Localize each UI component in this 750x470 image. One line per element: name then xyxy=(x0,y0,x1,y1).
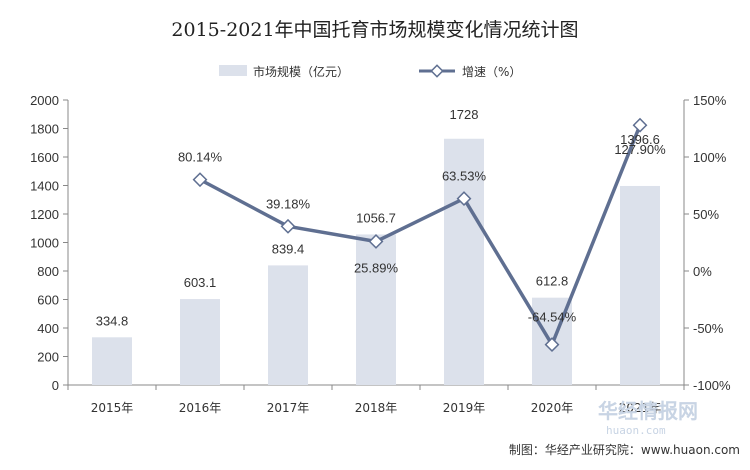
y-right-tick-label: -50% xyxy=(693,321,724,336)
y-left-tick-label: 600 xyxy=(37,293,59,308)
y-left-tick-label: 800 xyxy=(37,264,59,279)
legend-bar-swatch xyxy=(219,65,247,76)
y-left-tick-label: 1000 xyxy=(30,236,59,251)
watermark: 华经情报网 huaon.com xyxy=(598,399,698,437)
legend-line-label: 增速（%） xyxy=(462,65,521,79)
growth-line xyxy=(199,124,642,347)
y-right-tick-label: -100% xyxy=(693,378,731,393)
growth-point xyxy=(280,218,296,234)
growth-point xyxy=(456,191,472,207)
growth-data-label: -64.54% xyxy=(528,310,577,325)
legend-bar-label: 市场规模（亿元） xyxy=(253,64,349,79)
bar-data-label: 1396.6 xyxy=(620,132,660,147)
y-left-tick-label: 1200 xyxy=(30,207,59,222)
legend-line-marker xyxy=(430,64,444,78)
y-left-tick-label: 1600 xyxy=(30,150,59,165)
y-left-tick-label: 400 xyxy=(37,321,59,336)
bar xyxy=(92,337,132,385)
bar-data-label: 603.1 xyxy=(184,275,217,290)
bar xyxy=(356,234,396,385)
y-right-tick-label: 100% xyxy=(693,150,727,165)
bar-data-label: 1056.7 xyxy=(356,210,396,225)
y-left-tick-label: 200 xyxy=(37,350,59,365)
x-tick-label: 2021年 xyxy=(619,401,662,415)
growth-data-label: 127.90% xyxy=(614,142,666,157)
bar xyxy=(444,138,484,385)
x-tick-label: 2019年 xyxy=(443,401,486,415)
growth-data-label: 25.89% xyxy=(354,260,399,275)
growth-point xyxy=(192,172,208,188)
x-tick-label: 2020年 xyxy=(531,401,574,415)
y-left-tick-label: 1400 xyxy=(30,179,59,194)
x-tick-label: 2015年 xyxy=(91,401,134,415)
bar xyxy=(620,185,660,385)
x-tick-label: 2018年 xyxy=(355,401,398,415)
y-right-tick-label: 150% xyxy=(693,93,727,108)
y-right-tick-label: 50% xyxy=(693,207,719,222)
bar-data-label: 839.4 xyxy=(272,241,305,256)
y-left-tick-label: 0 xyxy=(52,378,59,393)
chart-title: 2015-2021年中国托育市场规模变化情况统计图 xyxy=(171,19,578,41)
watermark-main: 华经情报网 xyxy=(598,399,698,423)
bar-data-label: 334.8 xyxy=(96,313,129,328)
growth-point xyxy=(368,234,384,249)
bar xyxy=(180,299,220,385)
source-note: 制图：华经产业研究院：www.huaon.com xyxy=(509,442,740,457)
bar-data-label: 1728 xyxy=(450,107,479,122)
x-tick-label: 2017年 xyxy=(267,401,310,415)
growth-data-label: 63.53% xyxy=(442,169,487,184)
legend: 市场规模（亿元） 增速（%） xyxy=(219,64,521,79)
growth-point xyxy=(632,117,648,133)
bar-data-label: 612.8 xyxy=(536,274,569,289)
y-right-tick-label: 0% xyxy=(693,264,712,279)
y-left-tick-label: 2000 xyxy=(30,93,59,108)
growth-point xyxy=(544,337,560,353)
watermark-sub: huaon.com xyxy=(606,424,666,437)
y-left-tick-label: 1800 xyxy=(30,122,59,137)
bar xyxy=(268,265,308,385)
x-tick-label: 2016年 xyxy=(179,401,222,415)
growth-data-label: 39.18% xyxy=(266,196,311,211)
growth-data-label: 80.14% xyxy=(178,150,223,165)
plot-area: 0 200 400 600 800 1000 1200 1400 1600 1800 2000 -10… xyxy=(30,93,731,415)
